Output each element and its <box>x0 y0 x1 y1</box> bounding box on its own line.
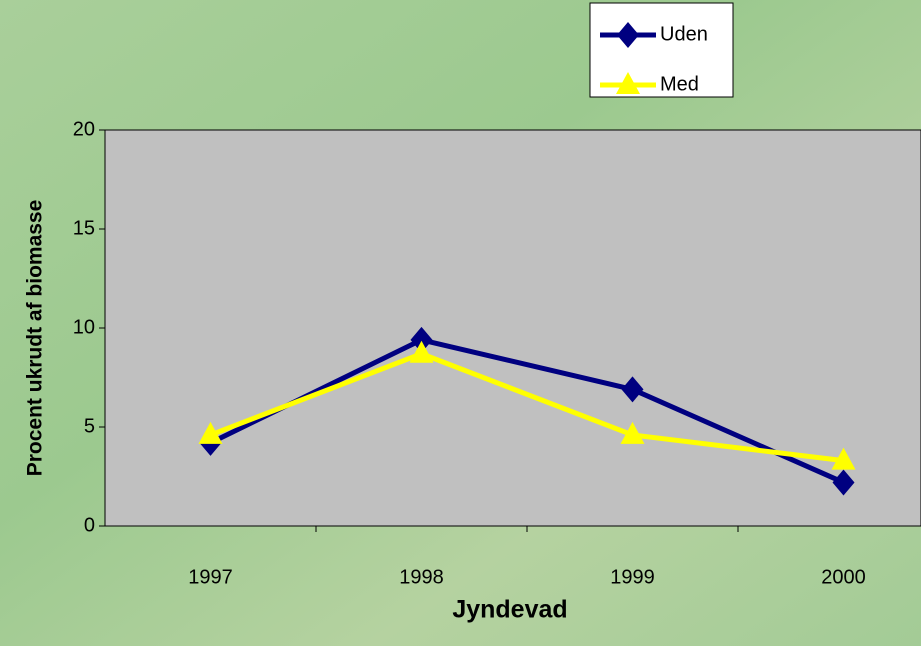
legend-label: Uden <box>660 23 708 45</box>
x-tick-label: 1999 <box>610 566 655 588</box>
marker <box>617 22 639 48</box>
y-tick-label: 15 <box>73 217 95 239</box>
marker <box>621 376 644 403</box>
legend <box>589 2 734 98</box>
y-tick-label: 0 <box>84 514 95 536</box>
marker <box>410 326 433 353</box>
marker <box>831 447 856 470</box>
plot-area <box>104 129 921 527</box>
x-tick-label: 1997 <box>188 566 233 588</box>
marker <box>198 421 223 444</box>
series-line <box>209 337 845 485</box>
marker <box>409 340 434 363</box>
y-axis-title: Procent ukrudt af biomasse <box>24 200 47 477</box>
marker <box>832 469 855 496</box>
marker <box>616 72 640 94</box>
marker <box>620 421 645 444</box>
x-tick-label: 1998 <box>399 566 444 588</box>
y-tick-label: 20 <box>73 118 95 140</box>
y-tick-label: 10 <box>73 316 95 338</box>
series-line <box>209 351 844 464</box>
x-tick-label: 2000 <box>821 566 866 588</box>
x-axis-title: Jyndevad <box>452 596 567 624</box>
legend-label: Med <box>660 73 699 95</box>
y-tick-label: 5 <box>84 415 95 437</box>
